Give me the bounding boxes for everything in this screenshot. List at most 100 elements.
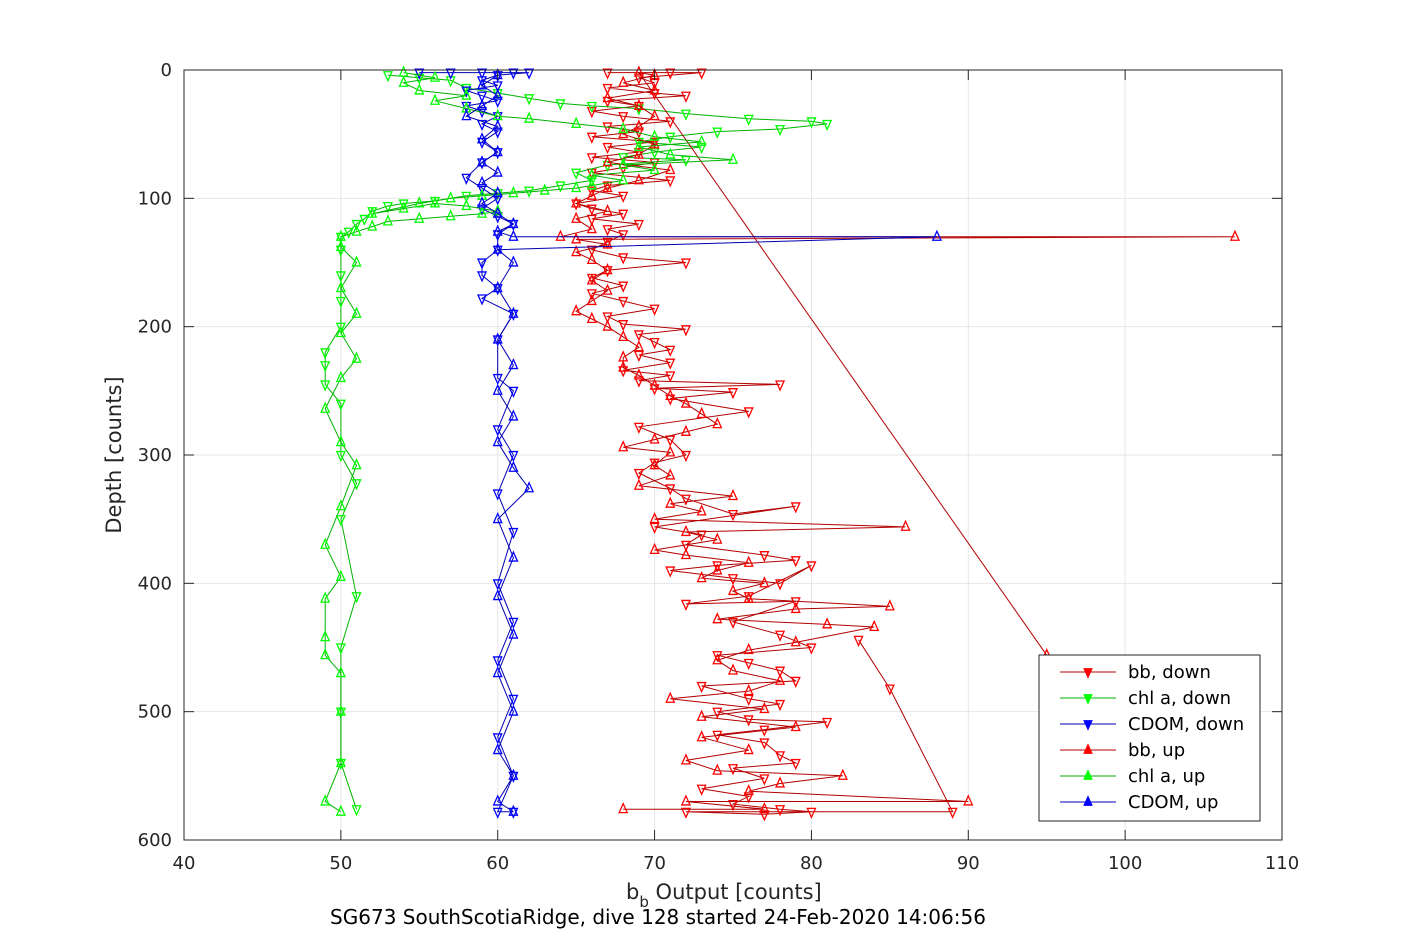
data-point-cdom_up [492, 332, 503, 344]
data-point-cdom_down [508, 771, 519, 783]
legend-box [1038, 654, 1261, 822]
data-point-bb_up [963, 794, 974, 806]
data-point-bb_down [806, 561, 817, 573]
data-point-bb_up [712, 653, 723, 665]
data-point-bb_up [633, 98, 644, 111]
data-point-bb_down [790, 758, 801, 771]
data-point-chl_down [343, 227, 354, 239]
data-point-bb_down [790, 597, 801, 609]
data-point-bb_up [633, 119, 644, 131]
series-bb_up [555, 65, 1240, 814]
data-point-bb_down [775, 380, 786, 392]
data-point-cdom_up [492, 186, 503, 198]
data-point-chl_down [335, 515, 346, 527]
data-point-bb_up [680, 524, 691, 537]
x-axis-label-main: b [626, 880, 639, 904]
data-point-bb_down [947, 807, 958, 819]
data-point-cdom_down [508, 309, 519, 321]
data-point-chl_up [335, 704, 346, 716]
data-point-bb_down [696, 784, 707, 796]
data-point-cdom_down [492, 656, 503, 668]
data-point-chl_up [351, 458, 362, 470]
data-point-cdom_up [508, 306, 519, 318]
data-point-chl_up [461, 88, 472, 100]
legend-marker-bb_up [1083, 743, 1093, 754]
data-point-bb_down [586, 245, 597, 257]
data-point-bb_down [665, 371, 676, 383]
y-tick-label: 600 [138, 830, 172, 851]
data-point-cdom_up [492, 435, 503, 447]
data-point-chl_up [320, 648, 331, 660]
data-point-chl_up [618, 121, 629, 134]
data-point-chl_down [382, 201, 393, 214]
data-point-chl_down [633, 137, 644, 150]
data-point-bb_up [602, 91, 613, 103]
data-point-bb_up [649, 109, 660, 121]
data-point-bb_down [649, 337, 660, 350]
legend-label-bb_up: bb, up [1128, 740, 1185, 761]
data-point-chl_down [586, 101, 597, 114]
data-point-cdom_up [492, 165, 503, 177]
data-point-cdom_up [492, 144, 503, 157]
data-point-bb_down [618, 253, 629, 265]
data-point-cdom_up [476, 132, 488, 144]
data-point-bb_down [853, 635, 864, 647]
data-point-chl_up [335, 435, 346, 447]
data-point-bb_down [806, 643, 817, 655]
data-point-bb_up [649, 432, 660, 444]
data-point-cdom_up [492, 512, 503, 524]
data-point-chl_up [571, 180, 582, 193]
data-point-cdom_up [492, 224, 503, 236]
data-point-bb_down [727, 574, 739, 586]
data-point-bb_up [602, 180, 613, 193]
x-axis-label: bb Output [counts] [626, 880, 822, 911]
data-point-chl_up [367, 206, 378, 218]
data-point-bb_down [665, 68, 676, 80]
data-point-bb_down [680, 540, 691, 552]
data-point-bb_up [633, 147, 644, 159]
series-line-chl_up [324, 72, 734, 813]
data-point-chl_up [429, 93, 441, 105]
data-point-cdom_up [508, 255, 519, 267]
data-point-chl_up [429, 196, 441, 208]
legend-marker-bb_down [1083, 668, 1093, 679]
data-point-chl_down [335, 399, 346, 411]
data-point-chl_up [335, 229, 346, 241]
data-point-bb_down [586, 204, 597, 216]
data-point-chl_up [320, 401, 331, 413]
data-point-bb_up [649, 137, 660, 149]
data-point-cdom_down [476, 68, 488, 80]
data-point-cdom_up [492, 589, 503, 601]
data-point-bb_up [555, 229, 566, 241]
data-point-bb_down [633, 468, 644, 481]
data-point-bb_down [571, 199, 582, 211]
data-point-bb_up [602, 155, 613, 167]
data-point-bb_up [586, 188, 597, 200]
data-point-cdom_down [492, 335, 503, 347]
data-point-cdom_up [931, 229, 942, 241]
data-point-bb_up [649, 378, 660, 390]
x-tick-label: 50 [329, 853, 352, 874]
data-point-bb_down [649, 304, 660, 316]
data-point-chl_up [618, 173, 629, 185]
data-point-cdom_down [508, 68, 519, 80]
data-point-bb_down [727, 388, 739, 400]
data-point-cdom_up [492, 242, 503, 254]
legend-label-chl_down: chl a, down [1128, 688, 1231, 709]
data-point-bb_up [602, 204, 613, 216]
data-point-bb_up [649, 458, 660, 470]
data-point-bb_down [618, 296, 629, 309]
data-point-bb_up [571, 211, 582, 223]
data-point-bb_up [790, 635, 801, 647]
data-point-chl_up [335, 370, 346, 383]
data-point-bb_up [680, 753, 691, 765]
data-point-chl_down [351, 805, 362, 817]
data-point-bb_up [602, 237, 613, 249]
data-point-bb_up [618, 329, 629, 342]
data-point-chl_up [320, 591, 331, 603]
series-bb_down [571, 68, 958, 822]
data-point-chl_up [398, 65, 409, 77]
data-point-chl_up [618, 157, 629, 170]
data-point-bb_down [633, 219, 644, 232]
data-point-chl_down [822, 119, 833, 132]
